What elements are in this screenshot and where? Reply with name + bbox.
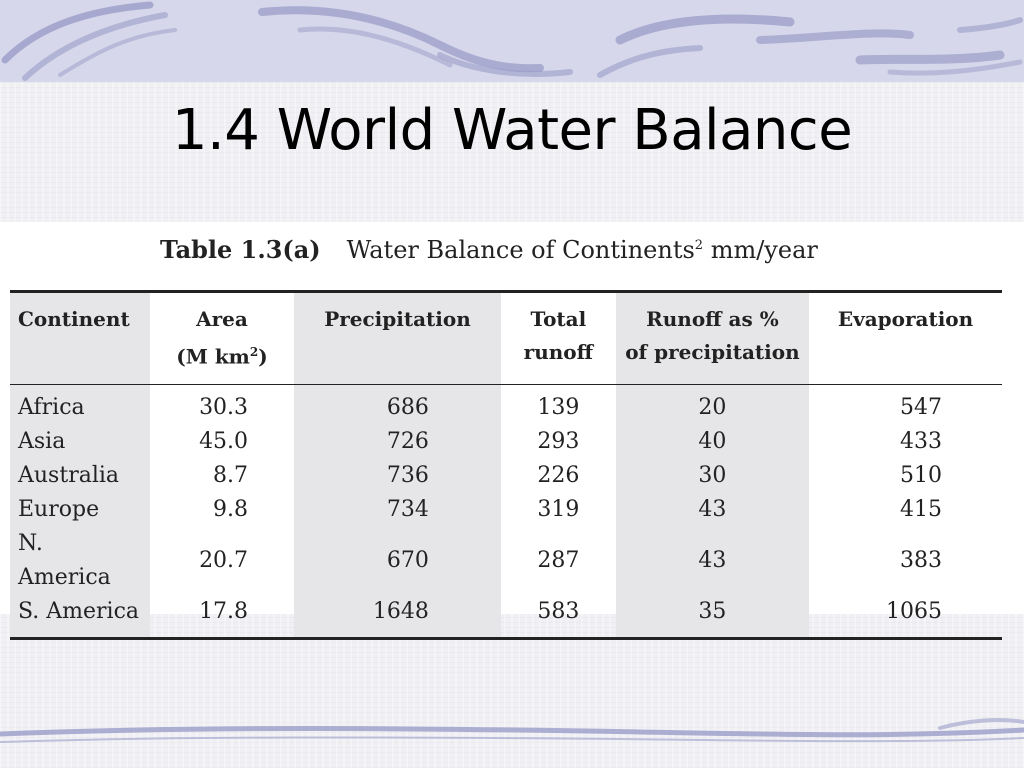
header-runoff-percent-line1: Runoff as % [646, 307, 779, 331]
header-total-runoff: Total runoff [501, 292, 616, 385]
cell-total-runoff: 287 [537, 547, 580, 573]
header-continent: Continent [10, 291, 150, 385]
header-total-runoff-line1: Total [530, 307, 587, 331]
cell-evaporation: 510 [900, 462, 942, 488]
cell-area: 17.8 [149, 594, 295, 640]
cell-evaporation: 415 [900, 496, 942, 522]
cell-precipitation: 736 [294, 458, 501, 493]
table-caption-label: Table 1.3(a) [160, 235, 321, 264]
cell-evaporation: 547 [900, 394, 942, 420]
cell-runoff-percent: 35 [615, 594, 810, 640]
decorative-swirl-bottom [0, 718, 1024, 743]
header-runoff-percent: Runoff as % of precipitation [615, 291, 810, 385]
cell-area: 20.7 [199, 547, 249, 573]
cell-area: 45.0 [199, 428, 249, 454]
table-row: Asia 45.0 726 293 40 433 [10, 424, 1002, 459]
cell-runoff-percent: 40 [615, 424, 810, 459]
cell-continent: Australia [10, 458, 150, 493]
cell-total-runoff: 583 [500, 594, 616, 640]
cell-evaporation: 433 [900, 428, 942, 454]
header-runoff-percent-line2: of precipitation [625, 340, 800, 364]
cell-continent: N. America [10, 526, 150, 595]
cell-runoff-percent: 20 [615, 384, 810, 425]
cell-precipitation: 1648 [294, 594, 501, 640]
cell-evaporation: 383 [900, 547, 942, 573]
cell-runoff-percent: 43 [615, 492, 810, 527]
cell-runoff-percent: 43 [615, 526, 810, 595]
decorative-swirl-top [1, 1, 1023, 81]
table-caption: Table 1.3(a) Water Balance of Continents2… [160, 235, 818, 264]
table-caption-text: Water Balance of Continents [346, 236, 695, 264]
cell-precipitation: 670 [294, 526, 501, 595]
cell-total-runoff: 293 [537, 428, 580, 454]
header-area-line1: Area [196, 307, 248, 331]
cell-area: 30.3 [199, 394, 249, 420]
header-evaporation: Evaporation [837, 307, 974, 331]
table-row: Africa 30.3 686 139 20 547 [10, 384, 1002, 425]
cell-continent: Europe [10, 492, 150, 527]
table-row: Europe 9.8 734 319 43 415 [10, 492, 1002, 527]
cell-precipitation: 734 [294, 492, 501, 527]
cell-area: 8.7 [213, 462, 249, 488]
cell-continent: Asia [10, 424, 150, 459]
cell-total-runoff: 319 [537, 496, 580, 522]
cell-area: 9.8 [213, 496, 249, 522]
slide-title: 1.4 World Water Balance [171, 98, 853, 163]
header-area: Area (M km2) [150, 292, 294, 385]
cell-runoff-percent: 30 [615, 458, 810, 493]
cell-total-runoff: 139 [537, 394, 580, 420]
water-balance-table: Continent Area (M km2) Precipitation Tot… [10, 290, 1002, 640]
cell-precipitation: 686 [294, 384, 501, 425]
header-total-runoff-line2: runoff [523, 340, 594, 364]
cell-total-runoff: 226 [537, 462, 580, 488]
cell-evaporation: 1065 [809, 594, 1002, 640]
table-panel [0, 222, 1024, 614]
table-row: N. America 20.7 670 287 43 383 [10, 526, 1002, 595]
header-area-line2-suffix: ) [258, 344, 268, 369]
table-header-row: Continent Area (M km2) Precipitation Tot… [10, 291, 1002, 385]
table-row: S. America 17.8 1648 583 35 1065 [10, 594, 1002, 640]
table-caption-units: mm/year [703, 236, 818, 264]
header-area-line2-prefix: (M km [176, 344, 250, 369]
table-caption-superscript: 2 [694, 238, 704, 253]
cell-continent: S. America [10, 594, 150, 640]
header-precipitation: Precipitation [294, 291, 501, 385]
cell-continent: Africa [10, 384, 150, 425]
cell-precipitation: 726 [294, 424, 501, 459]
header-area-line2-sup: 2 [249, 345, 259, 359]
table-row: Australia 8.7 736 226 30 510 [10, 458, 1002, 493]
